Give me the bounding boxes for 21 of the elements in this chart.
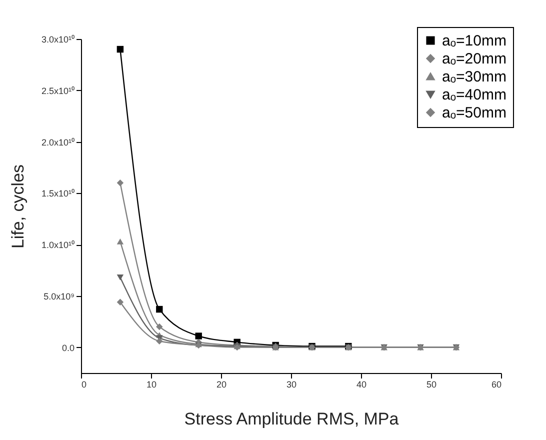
x-tick-label: 10	[146, 380, 157, 390]
x-axis-title: Stress Amplitude RMS, MPa	[184, 410, 400, 428]
x-tick-label: 20	[216, 380, 227, 390]
y-tick-label: 3.0x10¹⁰	[41, 34, 74, 44]
y-tick-label: 2.0x10¹⁰	[41, 137, 74, 148]
y-tick-label: 5.0x10⁹	[44, 291, 75, 302]
y-tick-label: 0.0	[62, 342, 74, 353]
y-axis-title: Life, cycles	[8, 164, 28, 249]
legend-label: aₒ=40mm	[442, 86, 506, 104]
legend-label: aₒ=50mm	[442, 104, 506, 122]
legend-label: aₒ=30mm	[442, 68, 506, 86]
x-tick-label: 30	[286, 380, 297, 390]
x-tick-label: 60	[491, 380, 502, 390]
y-tick-label: 1.5x10¹⁰	[41, 188, 74, 199]
y-tick-label: 1.0x10¹⁰	[41, 240, 74, 250]
y-tick-label: 2.5x10¹⁰	[41, 86, 74, 96]
x-tick-label: 40	[356, 380, 367, 390]
x-tick-label: 0	[82, 380, 87, 390]
legend-label: aₒ=20mm	[442, 50, 506, 68]
legend-label: aₒ=10mm	[442, 32, 506, 50]
x-tick-label: 50	[426, 380, 437, 390]
